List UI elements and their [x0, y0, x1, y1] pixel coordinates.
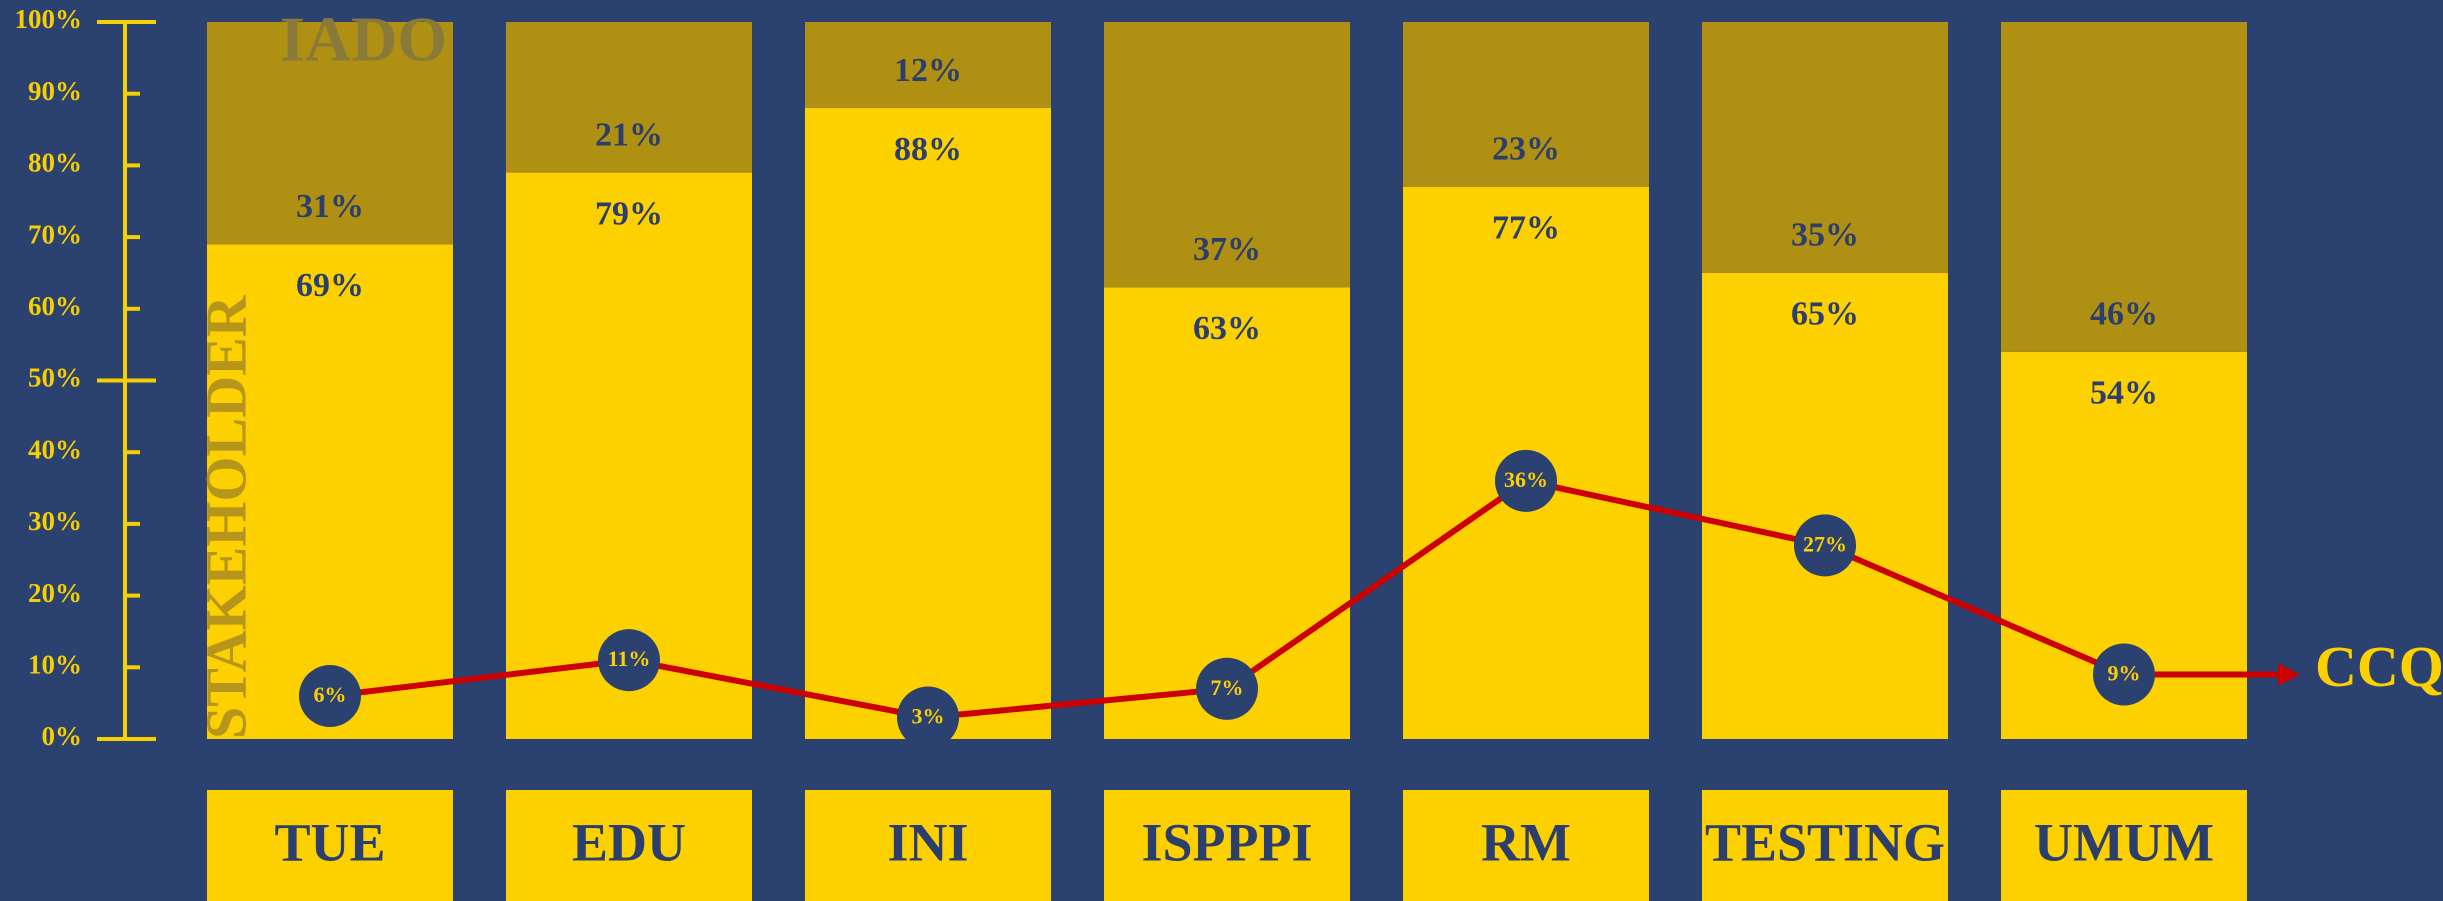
data-label: 88%	[894, 131, 962, 168]
y-tick-label: 90%	[28, 76, 82, 106]
y-tick-label: 80%	[28, 148, 82, 178]
category-box	[1403, 790, 1649, 901]
x-tick-label: ISPPPI	[1141, 812, 1312, 872]
x-tick-label: TESTING	[1705, 812, 1945, 872]
category-box	[506, 790, 752, 901]
x-tick-label: INI	[887, 812, 968, 872]
data-label: 31%	[296, 188, 364, 225]
category-box	[2001, 790, 2247, 901]
data-label: 11%	[608, 646, 651, 671]
y-tick-label: 10%	[28, 650, 82, 680]
data-label: 46%	[2090, 296, 2158, 333]
bar-segment	[2001, 22, 2247, 352]
x-tick-label: UMUM	[2034, 812, 2214, 872]
y-tick-label: 100%	[15, 4, 83, 34]
line-marker	[1495, 449, 1557, 512]
data-label: 63%	[1193, 310, 1261, 347]
data-label: 36%	[1504, 467, 1548, 492]
line-marker	[897, 686, 959, 749]
legend-label: CCQ	[2315, 634, 2443, 699]
data-label: 35%	[1791, 217, 1859, 254]
data-label: 69%	[296, 267, 364, 304]
category-box	[1702, 790, 1948, 901]
category-box	[1104, 790, 1350, 901]
line-marker	[2093, 643, 2155, 706]
category-box	[805, 790, 1051, 901]
y-tick-label: 20%	[28, 578, 82, 608]
line-layer: CCQ 6% 11% 3% 7% 36% 27% 9%	[299, 449, 2443, 749]
data-label: 9%	[2108, 661, 2141, 686]
data-label: 27%	[1803, 531, 1847, 556]
data-label: 37%	[1193, 231, 1261, 268]
data-label: 6%	[314, 682, 347, 707]
data-label: 77%	[1492, 210, 1560, 247]
bar-segment	[207, 22, 453, 245]
y-tick-label: 60%	[28, 291, 82, 321]
bar-segment	[1702, 272, 1948, 739]
bar-segment	[805, 22, 1051, 109]
legend: STAKEHOLDER IADO	[193, 4, 447, 739]
data-label: 79%	[595, 195, 663, 232]
line-marker	[1196, 657, 1258, 720]
bar-segment	[1702, 22, 1948, 273]
data-label: 7%	[1211, 675, 1244, 700]
x-tick-label: TUE	[274, 812, 385, 872]
y-tick-label: 30%	[28, 506, 82, 536]
legend-label: STAKEHOLDER	[193, 294, 258, 739]
data-label: 21%	[595, 116, 663, 153]
data-label: 23%	[1492, 131, 1560, 168]
bar-segment	[805, 108, 1051, 740]
line-marker	[1794, 514, 1856, 577]
y-tick-label: 70%	[28, 219, 82, 249]
bar-segment	[1104, 22, 1350, 288]
x-tick-label: RM	[1481, 812, 1571, 872]
legend-label: IADO	[280, 4, 447, 75]
bar-segment	[1403, 22, 1649, 187]
data-label: 3%	[912, 704, 945, 729]
arrow-head	[2278, 663, 2300, 686]
bar-segment	[207, 244, 453, 739]
y-axis: 0% 10% 20% 30% 40% 50% 60% 70% 80% 90% 100%	[15, 4, 156, 751]
y-tick-label: 0%	[42, 721, 83, 751]
y-tick-label: 40%	[28, 434, 82, 464]
y-tick-label: 50%	[28, 363, 82, 393]
x-tick-label: EDU	[572, 812, 686, 872]
data-label: 54%	[2090, 375, 2158, 412]
data-label: 65%	[1791, 296, 1859, 333]
line-marker	[598, 629, 660, 692]
line-marker	[299, 664, 361, 727]
data-label: 12%	[894, 52, 962, 89]
category-box	[207, 790, 453, 901]
bar-segment	[506, 22, 752, 173]
